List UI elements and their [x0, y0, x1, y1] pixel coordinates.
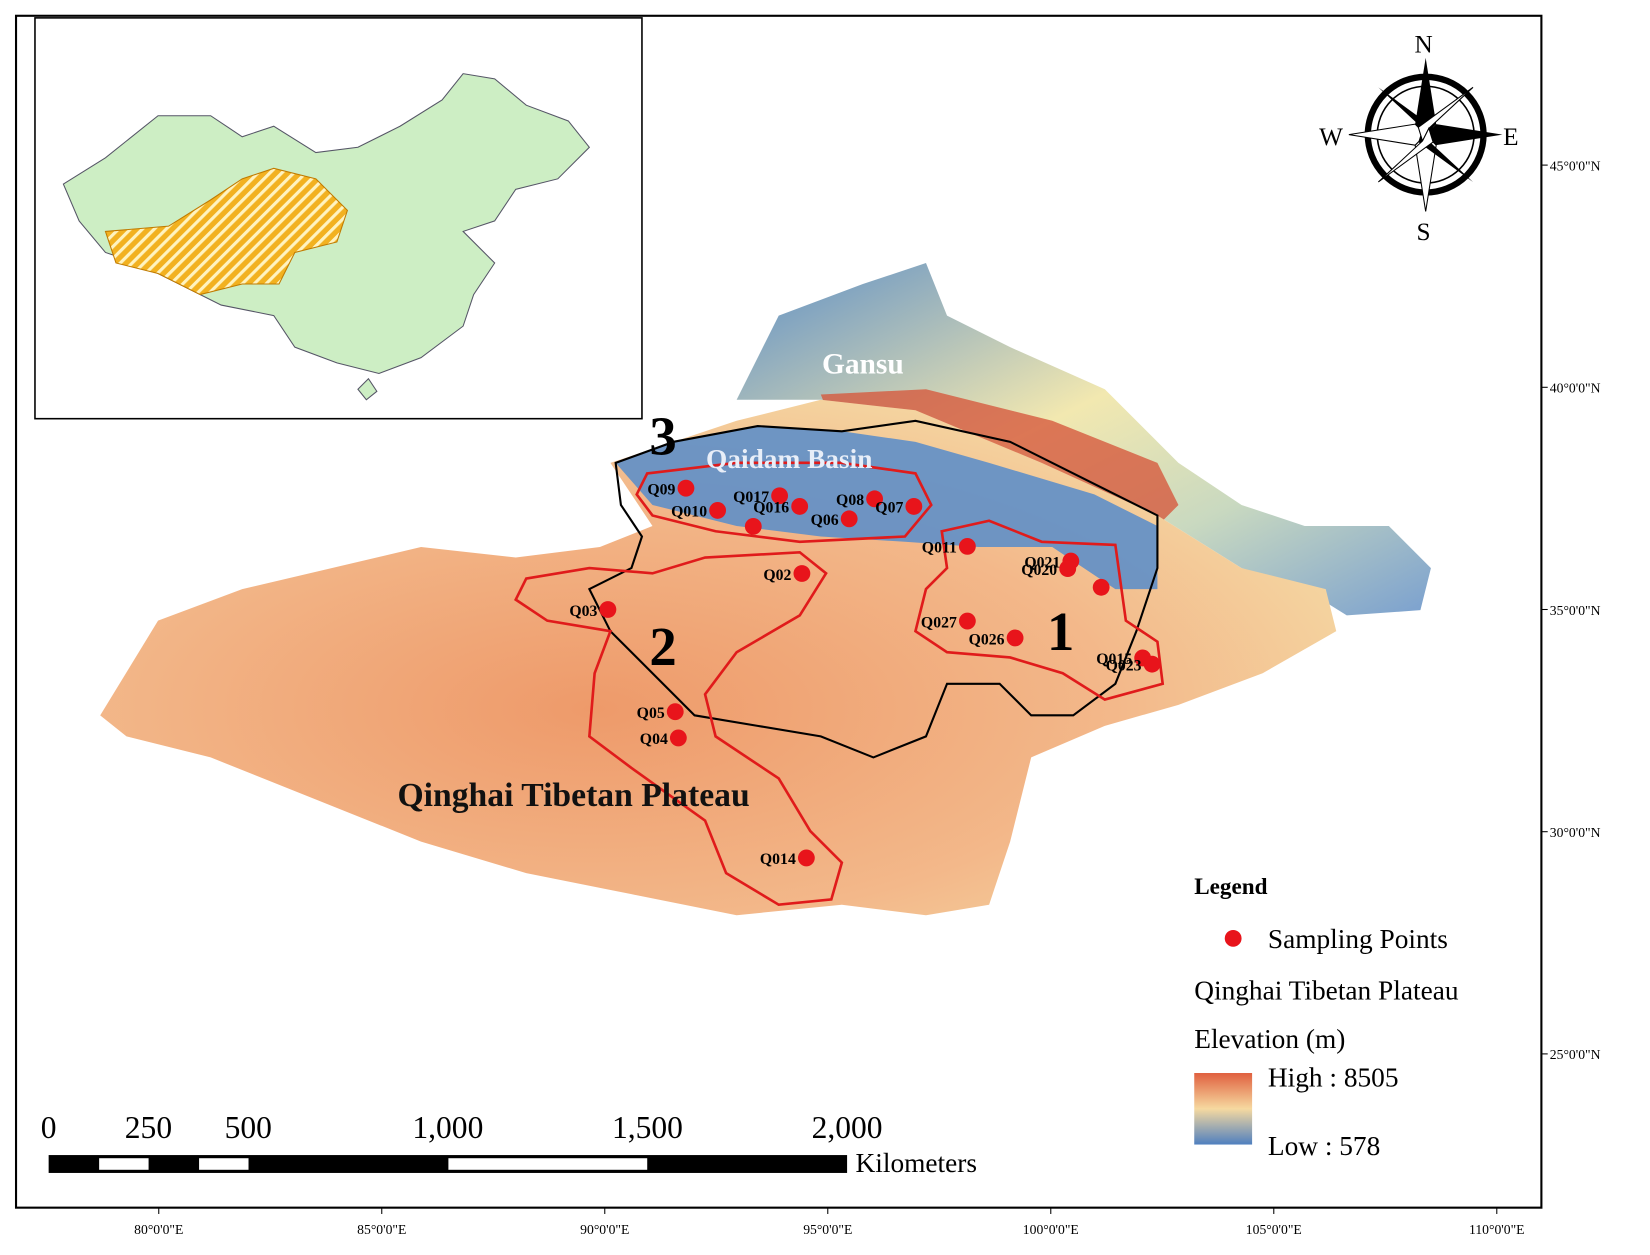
x-tick-label: 105°0'0"E [1246, 1222, 1302, 1237]
map-label: Qaidam Basin [706, 444, 872, 474]
scale-label: 500 [225, 1110, 272, 1145]
point-label: Q010 [671, 504, 707, 521]
x-tick-label: 90°0'0"E [580, 1222, 629, 1237]
qinghai-boundary [587, 419, 1159, 759]
y-tick-label: 30°0'0"N [1550, 825, 1601, 840]
point-label: Q06 [811, 512, 839, 529]
legend-title: Legend [1194, 874, 1267, 900]
scale-label: 1,000 [412, 1110, 483, 1145]
point-label: Q015 [1096, 651, 1132, 668]
x-tick-label: 80°0'0"E [134, 1222, 183, 1237]
scale-bar [48, 1155, 848, 1173]
scale-label: 1,500 [612, 1110, 683, 1145]
scale-unit: Kilometers [856, 1148, 978, 1178]
sampling-point [958, 537, 976, 555]
zone-label: 3 [649, 405, 676, 466]
inset-plateau [104, 167, 349, 296]
y-tick-label: 45°0'0"N [1550, 158, 1601, 173]
zone-label: 1 [1047, 601, 1074, 662]
scale-labels: 0 250 500 1,000 1,500 2,000 [41, 1110, 883, 1145]
y-tick-label: 25°0'0"N [1550, 1047, 1601, 1062]
compass-label: N [1414, 32, 1432, 59]
zone-outline [913, 519, 1165, 701]
sampling-point [905, 497, 923, 515]
point-label: Q021 [1024, 554, 1060, 571]
y-tick-label: 35°0'0"N [1550, 603, 1601, 618]
sampling-point [666, 703, 684, 721]
legend-text: Sampling Points [1268, 924, 1448, 954]
legend-ramp [1194, 1073, 1253, 1145]
point-label: Q05 [637, 705, 665, 722]
zone-outline [514, 550, 844, 907]
sampling-point [1143, 655, 1161, 673]
sampling-point [1092, 578, 1110, 596]
sampling-point [866, 490, 884, 508]
sampling-point [797, 849, 815, 867]
legend-text: Elevation (m) [1194, 1024, 1345, 1054]
sampling-point [793, 565, 811, 582]
point-label: Q09 [647, 481, 675, 498]
legend-text: High : 8505 [1268, 1063, 1399, 1093]
sampling-point [669, 729, 687, 747]
sampling-point [958, 612, 976, 630]
sampling-point [744, 517, 762, 535]
point-label: Q016 [753, 500, 789, 517]
point-label: Q026 [969, 631, 1005, 648]
compass-label: W [1319, 124, 1343, 151]
point-label: Q08 [836, 492, 864, 509]
qaidam-basin [615, 426, 1158, 590]
point-label: Q020 [1021, 562, 1057, 579]
sampling-point [677, 479, 695, 497]
x-tick-label: 110°0'0"E [1469, 1222, 1524, 1237]
scale-label: 0 [41, 1110, 57, 1145]
point-label: Q02 [763, 567, 791, 584]
compass-label: E [1503, 124, 1518, 151]
point-label: Q014 [760, 851, 796, 868]
compass-label: S [1417, 219, 1431, 246]
point-label: Q03 [569, 603, 597, 620]
x-tick-label: 95°0'0"E [803, 1222, 852, 1237]
point-label: Q07 [875, 500, 903, 517]
sampling-point [840, 510, 858, 528]
x-tick-label: 100°0'0"E [1023, 1222, 1079, 1237]
legend-marker [1224, 929, 1242, 947]
x-tick-label: 85°0'0"E [357, 1222, 406, 1237]
sampling-point [1059, 560, 1077, 578]
sampling-point [1006, 629, 1024, 647]
scale-label: 250 [125, 1110, 172, 1145]
inset-island [357, 377, 378, 401]
point-label: Q023 [1106, 657, 1142, 674]
zone-label: 2 [649, 616, 676, 677]
sampling-point [791, 497, 809, 515]
sampling-point [771, 487, 789, 505]
map-label: Qinghai Tibetan Plateau [397, 777, 749, 814]
sampling-point [709, 501, 727, 519]
legend-text: Qinghai Tibetan Plateau [1194, 975, 1459, 1005]
point-label: Q017 [733, 489, 769, 506]
zone-outline [635, 461, 933, 544]
point-label: Q011 [922, 540, 957, 557]
scale-label: 2,000 [812, 1110, 883, 1145]
map-label: Gansu [822, 348, 904, 380]
point-label: Q04 [640, 731, 668, 748]
sampling-point [599, 601, 617, 618]
point-label: Q027 [921, 614, 957, 631]
legend-text: Low : 578 [1268, 1131, 1380, 1161]
compass [1348, 57, 1503, 212]
y-tick-label: 40°0'0"N [1550, 381, 1601, 396]
